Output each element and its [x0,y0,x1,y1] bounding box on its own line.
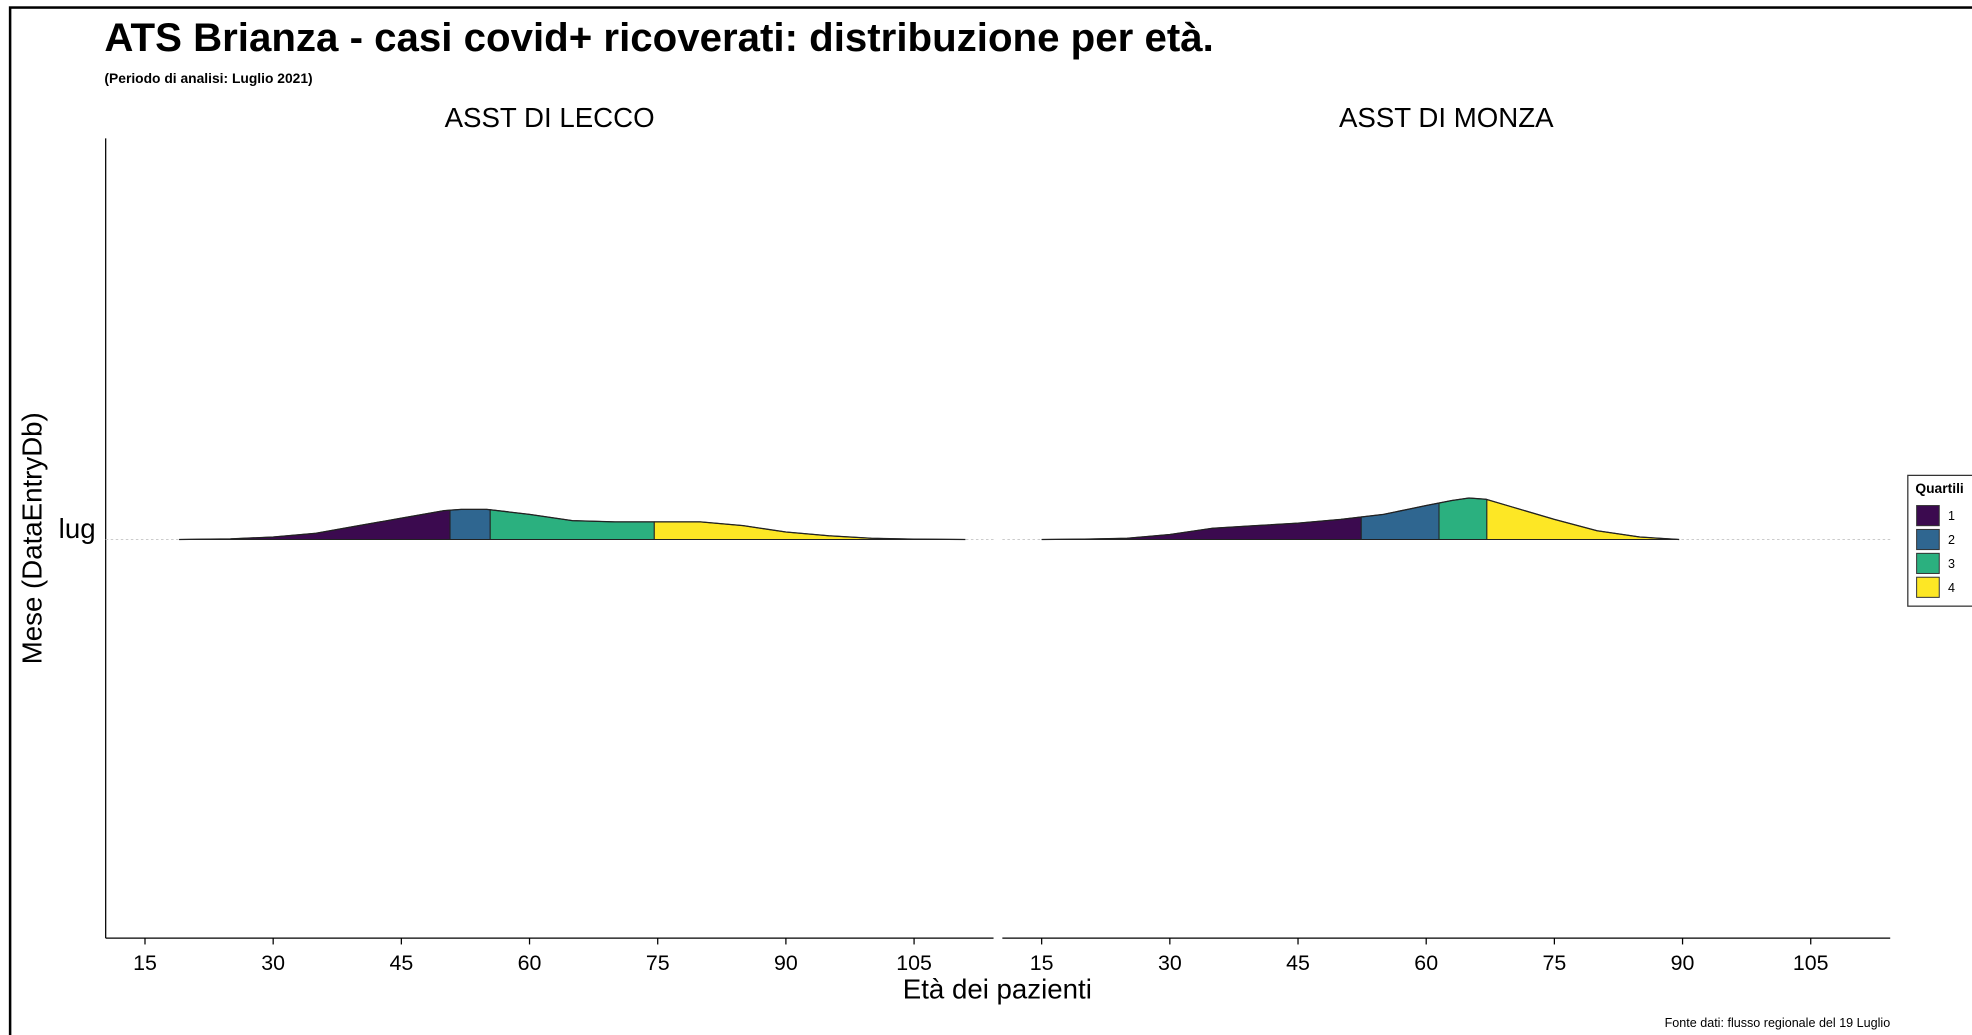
legend-label: 4 [1948,581,1955,595]
x-tick-label: 75 [646,951,670,975]
x-tick-label: 90 [774,951,798,975]
legend-swatch [1916,552,1940,574]
x-tick-label: 90 [1671,951,1695,975]
chart-title: ATS Brianza - casi covid+ ricoverati: di… [104,15,1213,60]
x-tick-label: 60 [1414,951,1438,975]
quartile-area [449,508,491,541]
quartile-area [179,509,451,541]
quartile-area [653,521,966,541]
legend-label: 1 [1948,509,1955,523]
x-tick-label: 105 [1793,951,1829,975]
facet-title: ASST DI MONZA [1339,102,1554,133]
x-tick-label: 15 [133,951,157,975]
chart-subtitle: (Periodo di analisi: Luglio 2021) [104,70,312,86]
quartile-area [1438,497,1488,541]
y-tick-label: lug [59,513,96,544]
x-tick-label: 30 [1158,951,1182,975]
quartile-area [489,509,655,541]
legend-label: 3 [1948,557,1955,571]
x-tick-label: 45 [389,951,413,975]
legend-title: Quartili [1915,480,1963,496]
legend-swatch [1916,505,1940,527]
x-tick-label: 105 [896,951,932,975]
y-axis-label: Mese (DataEntryDb) [16,412,47,664]
legend-swatch [1916,528,1940,551]
legend-swatch [1916,576,1940,598]
caption: Fonte dati: flusso regionale del 19 Lugl… [1665,1016,1891,1030]
x-tick-label: 75 [1542,951,1566,975]
quartile-area [1486,498,1680,541]
x-tick-label: 45 [1286,951,1310,975]
x-tick-label: 30 [261,951,285,975]
density-line [179,508,966,541]
quartile-area [1360,502,1440,541]
x-tick-label: 60 [518,951,542,975]
x-axis-label: Età dei pazienti [903,973,1092,1004]
quartile-area [1041,516,1362,541]
frame [8,6,1972,1035]
legend-label: 2 [1948,533,1955,547]
facet-title: ASST DI LECCO [445,102,655,133]
density-line [1041,497,1680,541]
x-tick-label: 15 [1030,951,1054,975]
